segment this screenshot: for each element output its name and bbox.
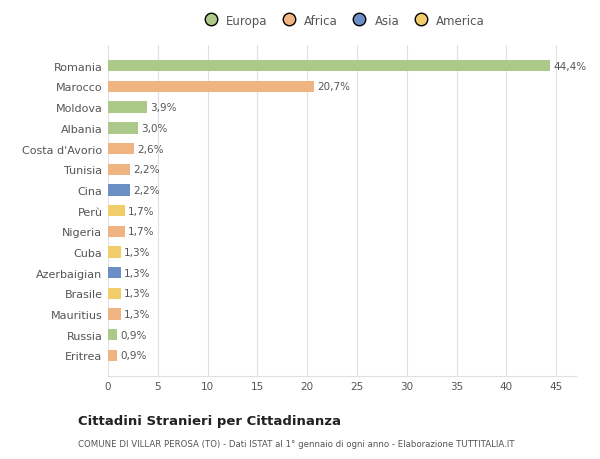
Bar: [108, 330, 117, 341]
Text: 0,9%: 0,9%: [120, 330, 146, 340]
Bar: [108, 82, 314, 93]
Bar: [108, 350, 117, 361]
Text: 0,9%: 0,9%: [120, 351, 146, 361]
Bar: [108, 102, 147, 113]
Bar: [108, 144, 134, 155]
Text: 1,3%: 1,3%: [124, 247, 151, 257]
Bar: [108, 247, 121, 258]
Text: 1,3%: 1,3%: [124, 289, 151, 299]
Text: COMUNE DI VILLAR PEROSA (TO) - Dati ISTAT al 1° gennaio di ogni anno - Elaborazi: COMUNE DI VILLAR PEROSA (TO) - Dati ISTA…: [78, 439, 515, 448]
Text: 2,2%: 2,2%: [133, 165, 160, 175]
Bar: [108, 185, 130, 196]
Bar: [108, 288, 121, 299]
Text: Cittadini Stranieri per Cittadinanza: Cittadini Stranieri per Cittadinanza: [78, 414, 341, 428]
Text: 1,7%: 1,7%: [128, 206, 154, 216]
Bar: [108, 61, 550, 72]
Bar: [108, 164, 130, 175]
Text: 1,7%: 1,7%: [128, 227, 154, 237]
Text: 3,9%: 3,9%: [150, 103, 176, 113]
Text: 2,6%: 2,6%: [137, 144, 163, 154]
Text: 44,4%: 44,4%: [553, 62, 586, 72]
Text: 2,2%: 2,2%: [133, 185, 160, 196]
Bar: [108, 123, 138, 134]
Text: 20,7%: 20,7%: [317, 82, 350, 92]
Bar: [108, 268, 121, 279]
Text: 3,0%: 3,0%: [141, 123, 167, 134]
Bar: [108, 226, 125, 237]
Text: 1,3%: 1,3%: [124, 309, 151, 319]
Text: 1,3%: 1,3%: [124, 268, 151, 278]
Bar: [108, 206, 125, 217]
Legend: Europa, Africa, Asia, America: Europa, Africa, Asia, America: [197, 12, 487, 30]
Bar: [108, 309, 121, 320]
